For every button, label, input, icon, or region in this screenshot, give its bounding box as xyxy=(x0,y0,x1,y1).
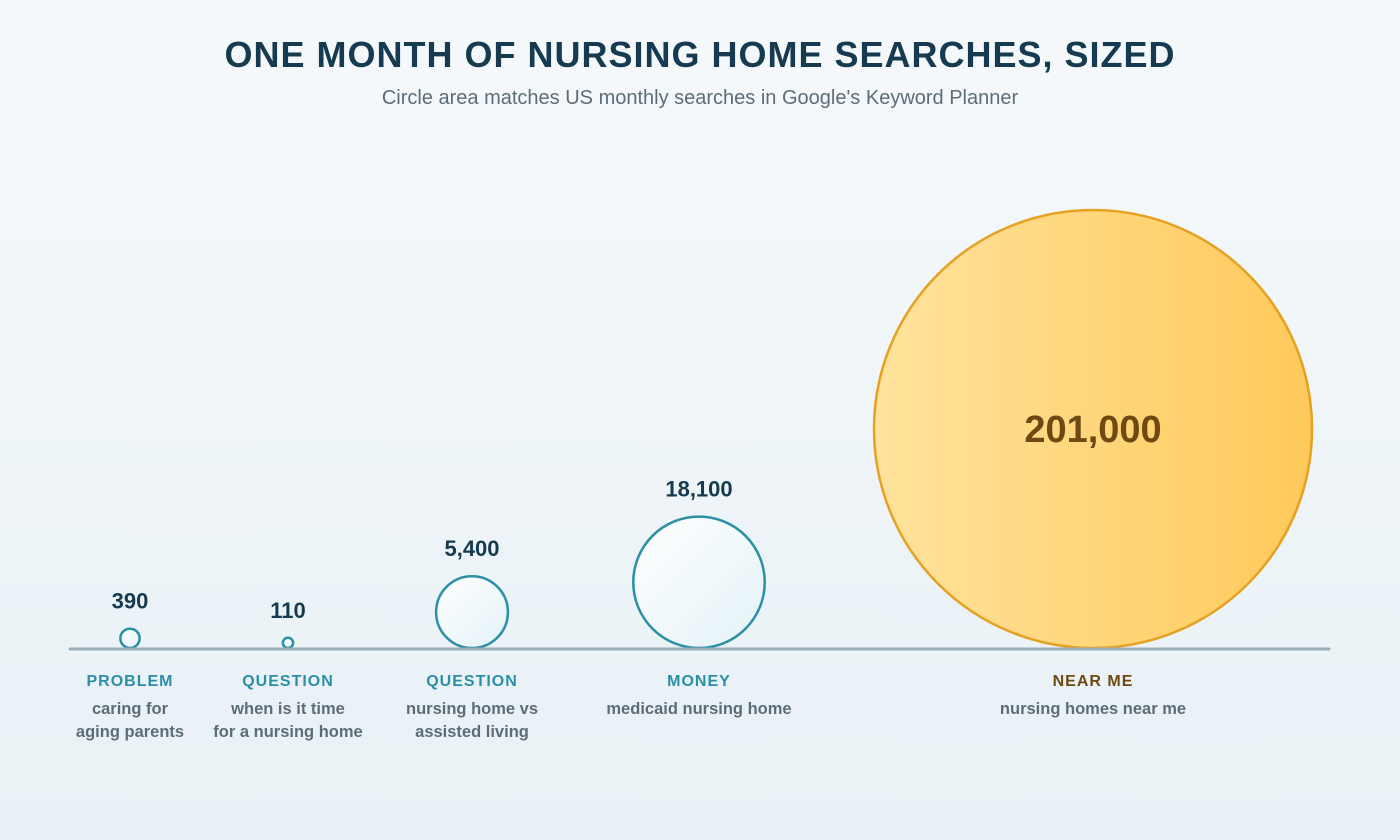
chart-subtitle: Circle area matches US monthly searches … xyxy=(381,87,1019,109)
keyword-label: when is it time xyxy=(230,700,345,718)
value-label: 110 xyxy=(270,598,306,623)
keyword-label: assisted living xyxy=(415,723,529,741)
category-label: QUESTION xyxy=(426,673,518,690)
category-label: PROBLEM xyxy=(87,673,174,690)
chart-title: ONE MONTH OF NURSING HOME SEARCHES, SIZE… xyxy=(224,34,1176,75)
bubble xyxy=(281,636,295,650)
keyword-label: for a nursing home xyxy=(213,723,362,741)
category-label: NEAR ME xyxy=(1053,673,1134,690)
keyword-label: caring for xyxy=(92,700,169,718)
category-label: QUESTION xyxy=(242,673,334,690)
value-label: 18,100 xyxy=(665,477,732,502)
value-label: 5,400 xyxy=(444,536,499,561)
keyword-label: nursing home vs xyxy=(406,700,538,718)
value-label: 201,000 xyxy=(1024,409,1161,451)
bubble xyxy=(434,574,510,650)
bubble xyxy=(119,627,141,650)
value-label: 390 xyxy=(112,589,149,614)
category-label: MONEY xyxy=(667,673,731,690)
keyword-label: nursing homes near me xyxy=(1000,700,1186,718)
keyword-label: medicaid nursing home xyxy=(606,700,791,718)
keyword-label: aging parents xyxy=(76,723,184,741)
bubble xyxy=(632,515,766,650)
